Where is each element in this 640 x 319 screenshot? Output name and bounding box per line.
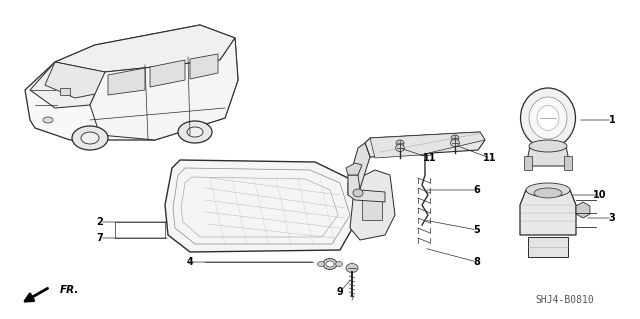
Polygon shape — [365, 132, 485, 157]
Polygon shape — [55, 25, 235, 72]
Ellipse shape — [178, 121, 212, 143]
Ellipse shape — [187, 127, 203, 137]
Polygon shape — [520, 190, 576, 235]
Bar — [362, 192, 382, 220]
Ellipse shape — [353, 189, 363, 197]
Text: 7: 7 — [97, 233, 104, 243]
Text: 9: 9 — [337, 287, 344, 297]
Polygon shape — [150, 60, 185, 87]
Ellipse shape — [396, 145, 404, 152]
Ellipse shape — [529, 140, 567, 152]
Polygon shape — [528, 237, 568, 257]
Polygon shape — [348, 175, 385, 202]
Text: 1: 1 — [609, 115, 616, 125]
Ellipse shape — [317, 262, 324, 266]
Text: 10: 10 — [593, 190, 607, 200]
Ellipse shape — [451, 139, 460, 146]
Ellipse shape — [323, 258, 337, 270]
Polygon shape — [350, 170, 395, 240]
Ellipse shape — [520, 88, 575, 148]
Ellipse shape — [537, 106, 559, 130]
Text: 6: 6 — [474, 185, 481, 195]
Ellipse shape — [335, 262, 342, 266]
Ellipse shape — [326, 261, 334, 267]
Text: 11: 11 — [483, 153, 497, 163]
Bar — [524, 156, 532, 170]
Polygon shape — [190, 54, 218, 79]
Polygon shape — [90, 38, 238, 140]
Polygon shape — [30, 62, 105, 108]
Ellipse shape — [396, 140, 404, 146]
Text: 2: 2 — [97, 217, 104, 227]
Ellipse shape — [451, 135, 459, 141]
Polygon shape — [576, 202, 590, 218]
Polygon shape — [165, 160, 360, 252]
Ellipse shape — [529, 97, 567, 139]
Text: 5: 5 — [474, 225, 481, 235]
Text: 4: 4 — [187, 257, 193, 267]
Polygon shape — [348, 143, 370, 195]
Bar — [564, 156, 572, 170]
Polygon shape — [526, 146, 570, 166]
Ellipse shape — [81, 132, 99, 144]
Ellipse shape — [526, 183, 570, 197]
Text: 8: 8 — [474, 257, 481, 267]
Polygon shape — [25, 25, 238, 140]
Text: FR.: FR. — [60, 285, 79, 295]
Text: SHJ4-B0810: SHJ4-B0810 — [536, 295, 595, 305]
Bar — [60, 88, 70, 95]
Polygon shape — [346, 163, 362, 175]
Text: 3: 3 — [609, 213, 616, 223]
Polygon shape — [108, 68, 145, 95]
Text: 11: 11 — [423, 153, 436, 163]
Polygon shape — [370, 132, 485, 158]
Ellipse shape — [346, 263, 358, 272]
Polygon shape — [45, 62, 105, 98]
Ellipse shape — [534, 188, 562, 198]
Ellipse shape — [72, 126, 108, 150]
Ellipse shape — [43, 117, 53, 123]
